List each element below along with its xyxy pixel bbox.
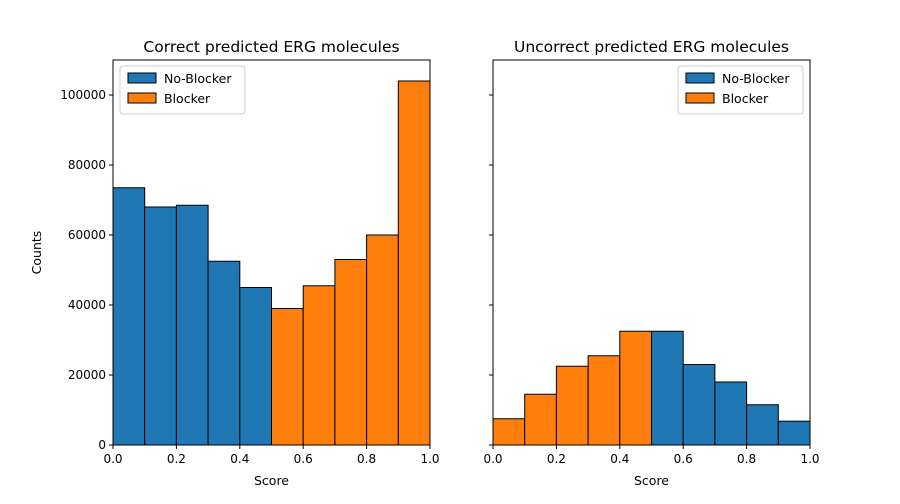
x-tick-label: 0.8 [357, 452, 376, 466]
x-tick-label: 0.0 [103, 452, 122, 466]
y-tick-label: 0 [98, 438, 106, 452]
bar-no-blocker-1 [144, 206, 177, 446]
y-tick-label: 100000 [60, 88, 106, 102]
bar-blocker-2 [555, 365, 589, 446]
bar-blocker-3 [587, 355, 621, 446]
bar-no-blocker-3 [207, 260, 241, 446]
legend-label: Blocker [722, 91, 769, 106]
x-tick-label: 0.2 [547, 452, 566, 466]
x-tick-label: 0.2 [167, 452, 186, 466]
x-tick-label: 0.4 [230, 452, 249, 466]
x-tick-label: 0.6 [294, 452, 313, 466]
bar-blocker-9 [397, 80, 431, 446]
bar-blocker-0 [492, 418, 526, 446]
bar-blocker-7 [334, 259, 368, 446]
bar-blocker-6 [302, 285, 336, 446]
x-tick-label: 0.4 [610, 452, 629, 466]
legend-swatch [685, 72, 715, 84]
legend-swatch [685, 92, 715, 104]
bar-blocker-1 [524, 393, 557, 446]
legend: No-Blocker Blocker [677, 65, 804, 115]
legend-label: No-Blocker [164, 71, 232, 86]
y-tick-label: 80000 [68, 158, 106, 172]
x-tick-label: 0.6 [674, 452, 693, 466]
chart-panel-1: 0.0 0.2 0.4 0.6 0.8 1.0 0 20000 40000 60000 80000 1… [29, 38, 440, 488]
chart-title: Correct predicted ERG molecules [143, 38, 399, 56]
bar-no-blocker-7 [714, 381, 748, 446]
legend-swatch [127, 92, 157, 104]
legend-label: Blocker [164, 91, 211, 106]
chart-title: Uncorrect predicted ERG molecules [514, 38, 789, 56]
y-tick-label: 40000 [68, 298, 106, 312]
legend: No-Blocker Blocker [119, 65, 246, 115]
x-axis-label: Score [254, 473, 289, 488]
y-tick-label: 60000 [68, 228, 106, 242]
y-tick-label: 20000 [68, 368, 106, 382]
bar-blocker-8 [366, 234, 399, 446]
chart-panel-2: 0.0 0.2 0.4 0.6 0.8 1.0 Uncorrect predicted ER… [483, 38, 819, 488]
bar-no-blocker-0 [112, 187, 146, 446]
bar-no-blocker-9 [777, 420, 811, 446]
x-tick-label: 1.0 [800, 452, 819, 466]
legend-label: No-Blocker [722, 71, 790, 86]
x-tick-label: 0.0 [483, 452, 502, 466]
plot-frame [112, 59, 431, 446]
x-tick-label: 1.0 [420, 452, 439, 466]
x-axis-label: Score [634, 473, 669, 488]
bar-blocker-5 [271, 308, 304, 446]
bar-no-blocker-8 [746, 404, 779, 446]
bar-blocker-4 [619, 330, 652, 446]
legend-swatch [127, 72, 157, 84]
plot-frame [492, 59, 811, 446]
x-tick-label: 0.8 [737, 452, 756, 466]
bar-no-blocker-2 [175, 204, 209, 446]
bar-no-blocker-4 [239, 287, 273, 446]
y-axis-label: Counts [29, 231, 44, 275]
bar-no-blocker-6 [682, 364, 716, 446]
bar-no-blocker-5 [651, 330, 684, 446]
